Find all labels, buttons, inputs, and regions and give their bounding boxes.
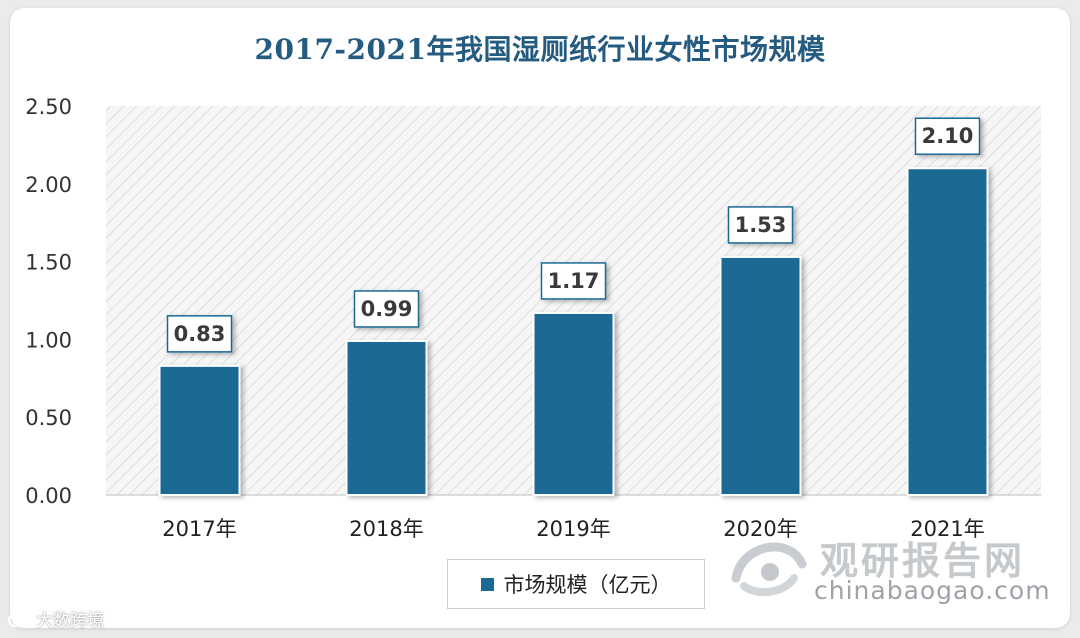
legend-swatch [480, 577, 494, 591]
data-label-box [166, 315, 233, 353]
y-tick-label: 2.00 [25, 173, 72, 197]
y-tick-label: 0.00 [25, 484, 72, 508]
source-tag: 大数跨境 [6, 606, 104, 631]
data-label: 0.83 [174, 322, 226, 346]
x-tick-label: 2018年 [349, 517, 423, 541]
data-label: 1.17 [548, 269, 600, 293]
data-label: 2.10 [922, 124, 974, 148]
data-label-box [540, 262, 607, 300]
source-tag-text: 大数跨境 [36, 611, 104, 631]
x-tick-label: 2021年 [910, 517, 984, 541]
y-tick-label: 1.50 [25, 251, 72, 275]
data-label: 1.53 [735, 213, 787, 237]
bar [532, 311, 615, 496]
data-label: 0.99 [361, 297, 413, 321]
bar [719, 255, 802, 496]
y-tick-label: 2.50 [25, 95, 72, 119]
watermark-logo-icon [731, 542, 807, 597]
y-tick-label: 0.50 [25, 406, 72, 430]
x-tick-label: 2020年 [723, 517, 797, 541]
y-tick-label: 1.00 [25, 328, 72, 352]
watermark-url: chinabaogao.com [814, 576, 1051, 605]
chart-title: 2017-2021年我国湿厕纸行业女性市场规模 [254, 33, 826, 66]
x-tick-label: 2017年 [162, 517, 236, 541]
data-label-box [727, 206, 794, 244]
watermark-name: 观研报告网 [820, 539, 1026, 583]
legend: 市场规模（亿元） [447, 559, 705, 609]
bar [345, 339, 428, 496]
source-logo-icon [8, 610, 31, 627]
watermark: 观研报告网 chinabaogao.com [728, 528, 1050, 608]
data-label-box [353, 290, 420, 328]
bar [158, 364, 241, 496]
x-tick-label: 2019年 [536, 517, 610, 541]
bar [906, 167, 989, 497]
legend-label: 市场规模（亿元） [503, 573, 672, 597]
data-label-box [914, 117, 981, 155]
